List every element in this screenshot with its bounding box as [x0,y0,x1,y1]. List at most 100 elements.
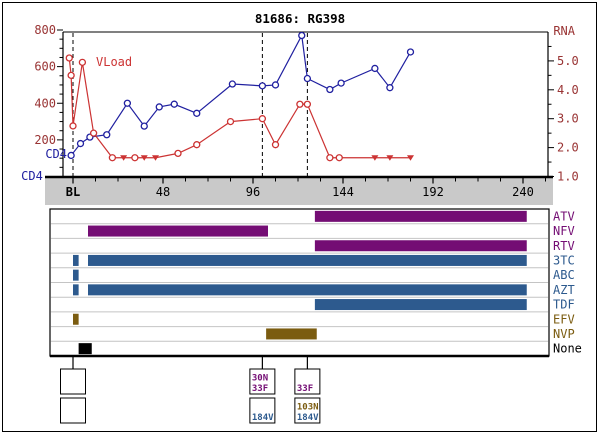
vload-point [131,154,139,162]
drug-label-AZT: AZT [553,283,575,297]
right-axis-tick-label: 3.0 [557,112,579,126]
cd4-point [123,99,132,107]
vload-point [303,100,312,108]
drug-label-ABC: ABC [553,268,575,282]
mutation-text: 33F [297,384,313,394]
vload-point [69,122,77,130]
x-axis-tick-label: 240 [512,185,534,199]
drug-bar-RTV [314,240,527,252]
drug-bar-None [78,343,92,355]
cd4-point [326,85,334,94]
vload-point [174,149,182,158]
vload-point [326,154,334,162]
cd4-point [386,84,394,92]
cd4-point [170,100,178,108]
drug-bar-AZT [88,284,527,296]
cd4-point [103,131,111,139]
mutation-text: 33F [252,384,268,394]
mutation-box [249,368,276,395]
cd4-point [193,109,201,117]
drug-bar-3TC [88,254,527,266]
mutation-box [294,397,321,424]
cd4-point [155,103,163,111]
mutation-text: 30N [252,374,268,384]
drug-label-ATV: ATV [553,209,575,223]
cd4-point [371,64,379,73]
left-axis-tick-label: 400 [34,96,56,110]
cd4-point [67,151,75,160]
left-axis-tick-label: 800 [34,23,56,37]
drug-bar-NVP [266,328,317,340]
mutation-text: 184V [297,413,319,423]
vload-below-limit-point [120,155,128,161]
vload-line [68,57,411,159]
vload-below-limit-point [152,155,159,161]
chart-title: 81686: RG398 [255,11,345,26]
vload-point [296,100,304,108]
right-axis-tick-label: 2.0 [557,141,579,155]
mutation-box [60,368,86,395]
mutation-box [294,368,321,395]
drug-label-NVP: NVP [553,327,575,341]
right-axis-tick-label: 5.0 [557,54,579,68]
vload-point [226,117,235,126]
axis-ticks: 200 400 600 800 1.0 2.0 3.0 4.0 5.0 BL 48 96 144 192 2… [34,23,578,199]
cd4-point [271,81,280,89]
plot-frame [45,31,553,179]
right-axis-tick-label: 1.0 [557,170,579,184]
x-axis-tick-label: 48 [156,185,170,199]
vload-series-label: VLoad [96,55,132,69]
cd4-point [140,122,148,130]
left-axis-title: CD4 [21,169,43,183]
right-axis-tick-label: 4.0 [557,83,579,97]
cd4-point [303,74,312,83]
drug-label-TDF: TDF [553,298,575,312]
drug-label-None: None [553,342,582,356]
vload-point [89,129,98,137]
drug-label-3TC: 3TC [553,253,575,267]
drug-label-EFV: EFV [553,312,575,326]
vload-point [78,58,87,66]
drug-bar-ATV [314,210,527,222]
cd4-point [228,80,237,88]
cd4-point [298,31,306,40]
cd4-point [76,139,85,148]
mutation-box [249,397,276,424]
vload-point [108,154,117,162]
x-axis-tick-label: 96 [246,185,260,199]
mutation-text: 184V [252,413,274,423]
left-axis-tick-label: 200 [34,133,56,147]
drug-bar-EFV [73,313,79,325]
vload-point [271,141,280,149]
left-axis-tick-label: 600 [34,60,56,74]
x-axis-band [45,177,553,205]
drug-bar-TDF [314,299,527,311]
cd4-point [258,82,267,90]
vload-below-limit-point [386,155,394,161]
drug-bar-ABC [73,269,79,281]
vload-point [193,141,201,149]
drug-bar-AZT [73,284,79,296]
cd4-point [337,79,345,87]
x-axis-tick-label: 192 [422,185,444,199]
vload-point [67,71,75,79]
mutation-box [60,397,86,424]
x-axis-tick-label: 144 [332,185,354,199]
vload-point [65,54,73,62]
cd4-series-label: CD4 [45,147,67,161]
vload-point [258,115,267,123]
vload-below-limit-point [407,155,414,161]
drug-label-RTV: RTV [553,239,575,253]
vload-below-limit-point [140,155,148,161]
mutation-text: 103N [297,403,319,413]
drug-bar-NFV [88,225,268,237]
x-axis-tick-label: BL [66,185,80,199]
right-axis-title: RNA [553,24,575,38]
vload-point [335,154,343,162]
drug-label-NFV: NFV [553,224,575,238]
data-series [65,31,415,162]
